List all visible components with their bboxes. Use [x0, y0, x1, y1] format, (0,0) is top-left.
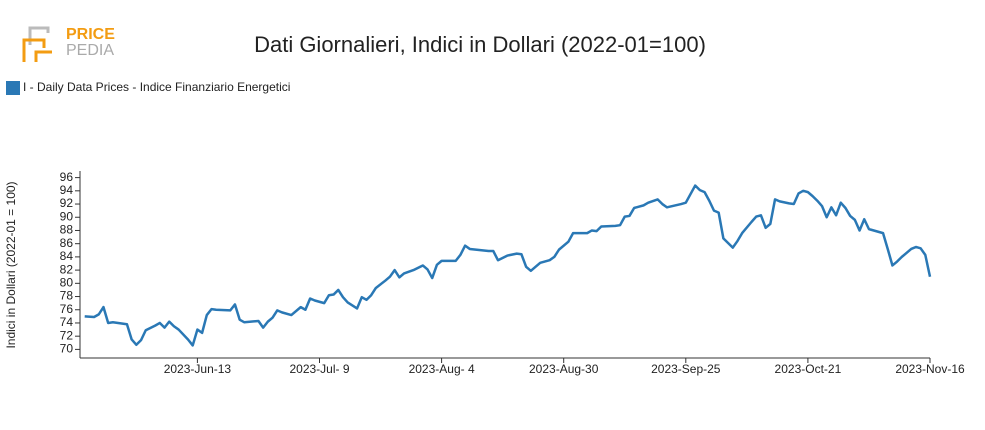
brand-text: PRICE: [66, 26, 115, 43]
y-tick-label: 74: [60, 315, 74, 329]
y-tick-label: 80: [60, 275, 74, 289]
y-tick-label: 76: [60, 302, 74, 316]
x-tick-label: 2023-Aug-30: [529, 362, 599, 376]
logo: PRICE PEDIA: [22, 26, 115, 62]
y-tick-label: 88: [60, 223, 74, 237]
y-tick-label: 90: [60, 209, 74, 223]
line-series: [84, 184, 932, 347]
legend-label: I - Daily Data Prices - Indice Finanziar…: [23, 80, 290, 94]
x-tick-label: 2023-Jun-13: [164, 362, 232, 376]
y-tick-label: 94: [60, 183, 74, 197]
y-tick-label: 92: [60, 196, 74, 210]
y-tick-label: 78: [60, 289, 74, 303]
brand-text: PEDIA: [66, 42, 114, 59]
logo-shape: [22, 38, 46, 62]
x-tick-label: 2023-Sep-25: [651, 362, 721, 376]
y-tick-label: 84: [60, 249, 74, 263]
x-tick-label: 2023-Oct-21: [775, 362, 842, 376]
y-axis-label: Indici in Dollari (2022-01 = 100): [4, 181, 18, 348]
x-tick-label: 2023-Aug- 4: [409, 362, 475, 376]
y-tick-label: 82: [60, 262, 74, 276]
logo-shape: [34, 50, 52, 62]
y-tick-label: 72: [60, 328, 74, 342]
y-tick-label: 70: [60, 342, 74, 356]
legend-swatch: [6, 81, 20, 95]
logo-shape: [28, 26, 50, 45]
y-tick-label: 96: [60, 170, 74, 184]
y-tick-label: 86: [60, 236, 74, 250]
x-tick-label: 2023-Jul- 9: [289, 362, 349, 376]
x-tick-label: 2023-Nov-16: [895, 362, 965, 376]
chart-title: Dati Giornalieri, Indici in Dollari (202…: [254, 32, 706, 57]
